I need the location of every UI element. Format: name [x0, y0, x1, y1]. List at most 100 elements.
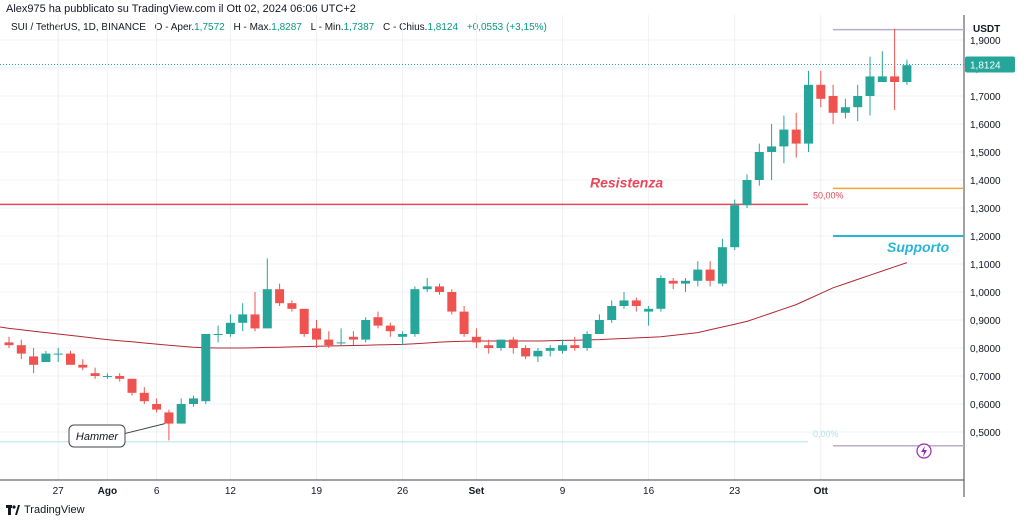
candle-body	[681, 280, 690, 284]
x-tick-label: 9	[560, 486, 566, 497]
candle-body	[779, 129, 789, 147]
y-tick-label: 0,8000	[970, 344, 1001, 355]
low-label: L - Min.	[310, 22, 344, 33]
y-tick-label: 1,5000	[970, 148, 1001, 159]
annotation-box	[68, 424, 126, 448]
last-price-tag-label: 1,8124	[970, 61, 1001, 72]
candle-body	[41, 353, 51, 362]
candle-body	[312, 328, 321, 340]
candle-body	[471, 336, 481, 343]
high-label: H - Max.	[233, 22, 272, 33]
symbol-name[interactable]: SUI / TetherUS, 1D, BINANCE	[11, 22, 146, 33]
y-tick-label: 1,4000	[970, 176, 1001, 187]
x-tick-label: 27	[53, 486, 65, 497]
y-tick-label: 1,7000	[970, 92, 1001, 103]
y-tick-label: 1,0000	[970, 288, 1001, 299]
candle-body	[373, 317, 383, 326]
y-tick-label: 0,5000	[970, 428, 1001, 439]
candle-body	[484, 345, 494, 348]
tradingview-brand: TradingView	[24, 504, 85, 516]
candle-body	[16, 345, 26, 354]
annotation-pointer	[122, 423, 166, 435]
tradingview-logo-icon	[6, 505, 20, 515]
x-tick-label: 16	[643, 486, 655, 497]
candle-body	[668, 280, 678, 284]
fib-50-label: 50,00%	[813, 190, 844, 200]
candle-body	[890, 76, 900, 82]
candle-body	[29, 356, 39, 365]
candle-body	[705, 269, 715, 281]
candle-body	[607, 306, 617, 320]
y-tick-label: 1,9000	[970, 36, 1001, 47]
candle-body	[804, 84, 813, 144]
change-value: +0,0553 (+3,15%)	[466, 22, 547, 33]
candle-body	[619, 300, 629, 306]
candle-body	[545, 348, 555, 351]
candle-body	[53, 353, 63, 355]
candle-body	[4, 342, 14, 346]
candle-body	[840, 107, 850, 113]
candle-body	[287, 303, 297, 309]
publisher-header: Alex975 ha pubblicato su TradingView.com…	[6, 3, 356, 15]
candle-body	[754, 152, 764, 180]
open-value: 1,7572	[194, 22, 225, 33]
candle-body	[902, 65, 912, 82]
candle-body	[78, 364, 88, 368]
x-tick-label: Set	[469, 486, 485, 497]
candle-body	[693, 269, 703, 281]
candle-body	[730, 205, 740, 248]
candle-body	[275, 289, 285, 304]
candle-body	[435, 286, 444, 292]
candle-body	[558, 345, 567, 351]
candle-body	[250, 314, 260, 329]
candle-body	[348, 336, 358, 340]
candle-body	[877, 76, 887, 82]
candle-body	[127, 378, 137, 393]
candle-body	[152, 404, 162, 410]
candle-body	[385, 325, 395, 332]
y-tick-label: 0,7000	[970, 372, 1001, 383]
y-tick-label: 1,2000	[970, 232, 1001, 243]
x-tick-label: 26	[397, 486, 409, 497]
candle-body	[102, 376, 112, 377]
candle-body	[66, 353, 75, 365]
candle-body	[521, 348, 531, 357]
fib-0-label: 0,00%	[813, 429, 839, 439]
x-tick-label: 19	[311, 486, 323, 497]
candle-body	[115, 376, 125, 379]
candle-body	[398, 334, 408, 337]
high-value: 1,8287	[271, 22, 302, 33]
x-tick-label: 23	[729, 486, 741, 497]
candle-body	[533, 350, 543, 357]
close-value: 1,8124	[427, 22, 459, 33]
last-price-tag	[965, 56, 1015, 73]
candle-body	[201, 334, 211, 402]
candle-body	[496, 339, 506, 348]
candle-body	[656, 278, 666, 309]
candle-body	[90, 373, 100, 376]
candle-body	[238, 314, 248, 323]
close-label: C - Chius.	[382, 22, 428, 33]
low-value: 1,7387	[343, 22, 375, 33]
candle-body	[508, 339, 518, 348]
candle-body	[189, 398, 198, 404]
candle-body	[582, 334, 592, 348]
moving-average-line	[0, 262, 908, 349]
candle-body	[410, 289, 420, 334]
candle-body	[176, 404, 186, 424]
candle-body	[631, 300, 641, 306]
footer: TradingView	[6, 504, 85, 516]
candle-body	[767, 146, 777, 152]
candle-body	[361, 320, 371, 340]
candle-body	[262, 289, 272, 329]
candle-body	[336, 342, 346, 344]
support-label: Supporto	[887, 239, 950, 255]
hammer-label: Hammer	[76, 431, 120, 443]
candle-body	[828, 96, 838, 113]
candle-body	[459, 311, 469, 334]
x-tick-label: Ago	[98, 486, 117, 497]
x-tick-label: 12	[225, 486, 237, 497]
candle-body	[422, 286, 432, 290]
candle-body	[213, 334, 223, 335]
